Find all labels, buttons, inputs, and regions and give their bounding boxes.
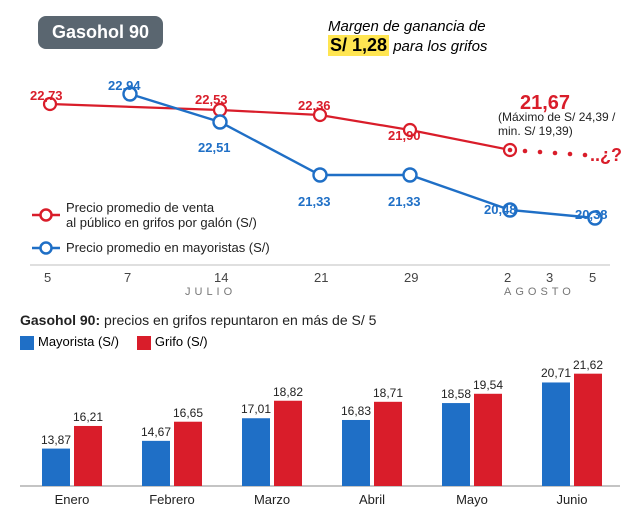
chart-container: Gasohol 90 Margen de ganancia de S/ 1,28… — [0, 0, 640, 512]
line-x-label: 3 — [546, 270, 553, 285]
line-point-value: 22,53 — [195, 92, 228, 107]
line-x-label: 7 — [124, 270, 131, 285]
bar-month-label: Mayo — [432, 492, 512, 507]
line-x-label: 29 — [404, 270, 418, 285]
line-x-label: 5 — [589, 270, 596, 285]
bar-month-label: Junio — [532, 492, 612, 507]
bar-value-grifo: 18,82 — [268, 385, 308, 399]
line-x-label: 2 — [504, 270, 511, 285]
bar-value-mayorista: 17,01 — [236, 402, 276, 416]
line-x-label: 21 — [314, 270, 328, 285]
bar-value-grifo: 16,21 — [68, 410, 108, 424]
bar-month-label: Enero — [32, 492, 112, 507]
bar-value-grifo: 19,54 — [468, 378, 508, 392]
bar-month-label: Marzo — [232, 492, 312, 507]
question-mark: ..¿? — [590, 145, 622, 166]
line-point-value: 20,38 — [575, 207, 608, 222]
line-month-label: AGOSTO — [504, 286, 575, 298]
bar-value-mayorista: 14,67 — [136, 425, 176, 439]
line-point-value: 22,36 — [298, 98, 331, 113]
bar-value-mayorista: 16,83 — [336, 404, 376, 418]
line-point-value: 22,73 — [30, 88, 63, 103]
bar-month-label: Abril — [332, 492, 412, 507]
bar-value-grifo: 16,65 — [168, 406, 208, 420]
line-point-value: 22,51 — [198, 140, 231, 155]
line-point-value: 21,33 — [388, 194, 421, 209]
line-month-label: JULIO — [185, 286, 236, 298]
line-x-label: 14 — [214, 270, 228, 285]
line-point-value: 20,48 — [484, 202, 517, 217]
line-point-value: 22,94 — [108, 78, 141, 93]
bar-chart — [0, 0, 640, 512]
line-end-note: (Máximo de S/ 24,39 / min. S/ 19,39) — [498, 110, 628, 138]
bar-value-grifo: 21,62 — [568, 358, 608, 372]
bar-value-mayorista: 13,87 — [36, 433, 76, 447]
bar-value-grifo: 18,71 — [368, 386, 408, 400]
line-point-value: 21,90 — [388, 128, 421, 143]
line-point-value: 21,33 — [298, 194, 331, 209]
bar-month-label: Febrero — [132, 492, 212, 507]
line-x-label: 5 — [44, 270, 51, 285]
